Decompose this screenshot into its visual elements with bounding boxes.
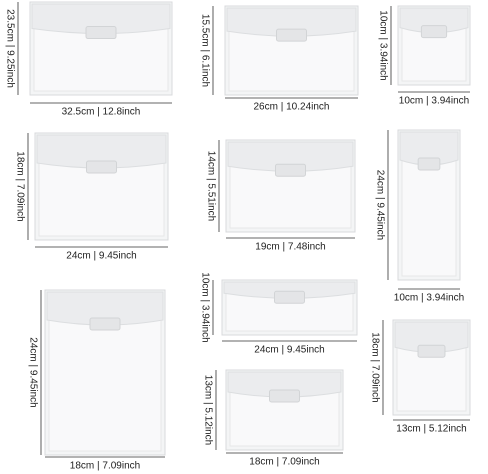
width-label: 10cm | 3.94inch (399, 96, 469, 107)
height-label: 24cm | 9.45inch (374, 170, 385, 240)
height-label: 24cm | 9.45inch (27, 337, 38, 407)
width-label: 32.5cm | 12.8inch (62, 107, 141, 118)
width-label: 18cm | 7.09inch (70, 461, 140, 472)
pocket-tab (276, 28, 307, 42)
pocket (224, 5, 359, 96)
pocket-tab (86, 160, 117, 174)
pocket-tab (85, 26, 117, 40)
pocket-tab (275, 163, 306, 177)
height-label: 15.5cm | 6.1inch (199, 14, 210, 87)
pocket-tab (89, 317, 121, 331)
pocket (397, 5, 471, 86)
height-label: 18cm | 7.09inch (14, 151, 25, 221)
width-label: 26cm | 10.24inch (254, 102, 330, 113)
height-label: 13cm | 5.12inch (202, 375, 213, 445)
pocket (221, 279, 358, 336)
width-label: 18cm | 7.09inch (249, 457, 319, 468)
pocket-tab (417, 157, 441, 171)
pocket (225, 369, 344, 451)
pocket (34, 132, 169, 241)
height-label: 18cm | 7.09inch (369, 332, 380, 402)
width-label: 10cm | 3.94inch (394, 293, 464, 304)
width-label: 13cm | 5.12inch (396, 424, 466, 435)
height-label: 10cm | 3.94inch (377, 10, 388, 80)
width-label: 24cm | 9.45inch (66, 251, 136, 262)
pocket (392, 319, 471, 416)
height-label: 10cm | 3.94inch (199, 272, 210, 342)
width-label: 19cm | 7.48inch (255, 242, 325, 253)
pocket-tab (420, 25, 448, 39)
height-label: 23.5cm | 9.25inch (4, 9, 15, 88)
pocket (225, 139, 356, 233)
pocket (397, 129, 461, 281)
height-label: 14cm | 5.51inch (205, 151, 216, 221)
pocket-tab (417, 344, 446, 358)
pocket-tab (274, 290, 305, 304)
width-label: 24cm | 9.45inch (254, 345, 324, 356)
pocket (44, 289, 166, 456)
pocket (29, 1, 173, 96)
pocket-tab (269, 389, 300, 403)
